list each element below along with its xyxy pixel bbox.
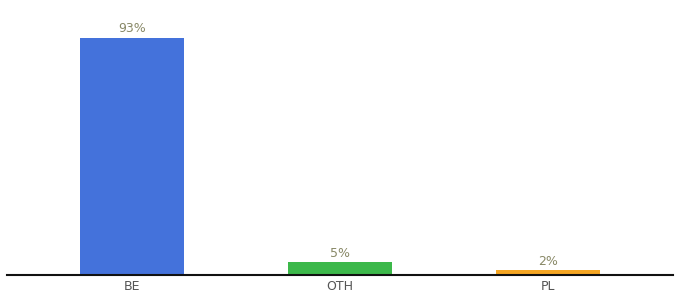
Text: 2%: 2% [539,254,558,268]
Bar [288,262,392,275]
Bar [80,38,184,275]
Text: 5%: 5% [330,247,350,260]
Bar [496,270,600,275]
Text: 93%: 93% [118,22,146,35]
